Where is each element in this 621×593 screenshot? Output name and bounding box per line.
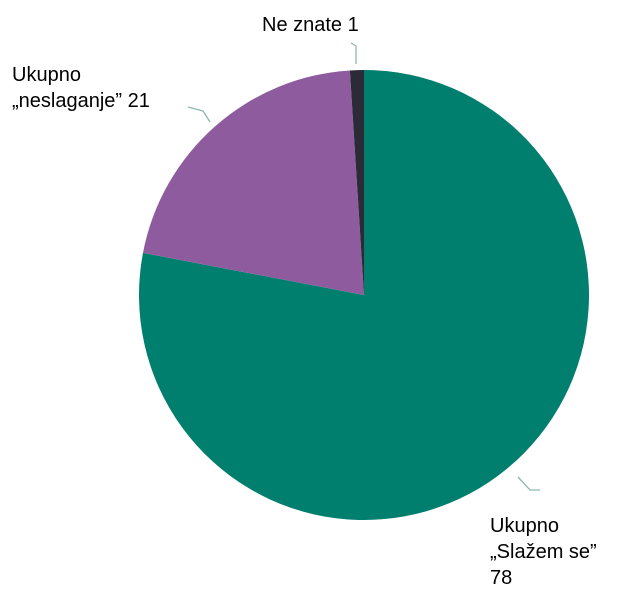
slice-label: Ukupno „neslaganje” 21 — [12, 62, 180, 114]
slice-label: Ne znate 1 — [262, 12, 462, 38]
pie-slice — [142, 70, 364, 295]
slice-name: Ukupno „Slažem se” — [490, 515, 597, 563]
leader-line — [187, 106, 211, 123]
slice-label: Ukupno „Slažem se” 78 — [490, 513, 620, 591]
slice-value: 21 — [127, 90, 150, 112]
leader-line — [517, 476, 540, 491]
slice-value: 78 — [490, 567, 513, 589]
slice-value: 1 — [347, 14, 359, 36]
slice-name: Ne znate — [262, 14, 343, 36]
leader-line — [350, 42, 357, 64]
pie-slice — [349, 70, 364, 295]
slice-name: Ukupno „neslaganje” — [12, 64, 123, 112]
